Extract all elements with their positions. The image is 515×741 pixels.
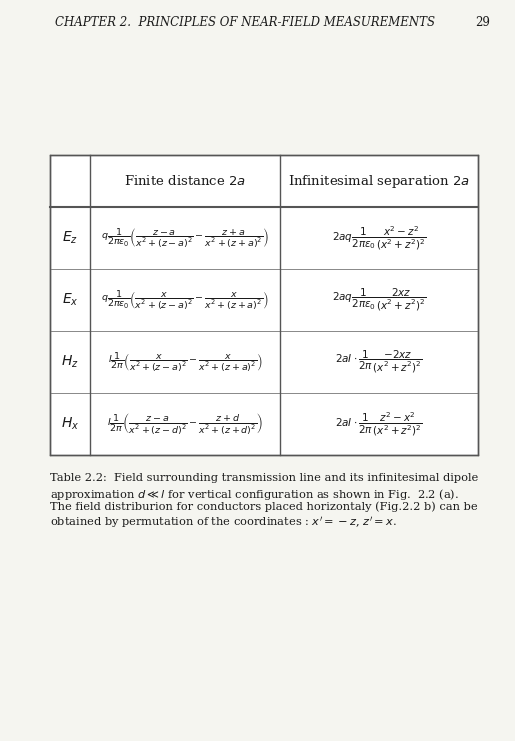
Text: $q\dfrac{1}{2\pi\epsilon_0}\left(\dfrac{x}{x^2+(z-a)^2} - \dfrac{x}{x^2+(z+a)^2}: $q\dfrac{1}{2\pi\epsilon_0}\left(\dfrac{… <box>101 288 269 312</box>
Text: obtained by permutation of the coordinates : $x' = -z$, $z' = x$.: obtained by permutation of the coordinat… <box>50 515 397 530</box>
Text: Table 2.2:  Field surrounding transmission line and its infinitesimal dipole: Table 2.2: Field surrounding transmissio… <box>50 473 478 483</box>
Bar <box>50 155 478 455</box>
Text: Finite distance $2a$: Finite distance $2a$ <box>124 174 246 188</box>
Text: 29: 29 <box>475 16 490 28</box>
Text: $I\dfrac{1}{2\pi}\left(\dfrac{x}{x^2+(z-a)^2} - \dfrac{x}{x^2+(z+a)^2}\right)$: $I\dfrac{1}{2\pi}\left(\dfrac{x}{x^2+(z-… <box>108 350 262 373</box>
Text: $2aq\dfrac{1}{2\pi\epsilon_0}\dfrac{2xz}{(x^2+z^2)^2}$: $2aq\dfrac{1}{2\pi\epsilon_0}\dfrac{2xz}… <box>332 287 426 313</box>
Text: The field distriburion for conductors placed horizontaly (Fig.2.2 b) can be: The field distriburion for conductors pl… <box>50 501 477 511</box>
Text: $2aI \cdot \dfrac{1}{2\pi}\dfrac{-2xz}{(x^2+z^2)^2}$: $2aI \cdot \dfrac{1}{2\pi}\dfrac{-2xz}{(… <box>335 349 423 375</box>
Text: approximation $d \ll l$ for vertical configuration as shown in Fig.  2.2 (a).: approximation $d \ll l$ for vertical con… <box>50 487 459 502</box>
Text: $2aI \cdot \dfrac{1}{2\pi}\dfrac{z^2-x^2}{(x^2+z^2)^2}$: $2aI \cdot \dfrac{1}{2\pi}\dfrac{z^2-x^2… <box>335 410 423 438</box>
Text: $H_x$: $H_x$ <box>61 416 79 432</box>
Text: Infinitesimal separation $2a$: Infinitesimal separation $2a$ <box>288 173 470 190</box>
Text: $q\dfrac{1}{2\pi\epsilon_0}\left(\dfrac{z-a}{x^2+(z-a)^2} - \dfrac{z+a}{x^2+(z+a: $q\dfrac{1}{2\pi\epsilon_0}\left(\dfrac{… <box>101 226 269 250</box>
Text: $I\dfrac{1}{2\pi}\left(\dfrac{z-a}{x^2+(z-d)^2} - \dfrac{z+d}{x^2+(z+d)^2}\right: $I\dfrac{1}{2\pi}\left(\dfrac{z-a}{x^2+(… <box>107 411 263 436</box>
Text: $H_z$: $H_z$ <box>61 353 79 370</box>
Text: CHAPTER 2.  PRINCIPLES OF NEAR-FIELD MEASUREMENTS: CHAPTER 2. PRINCIPLES OF NEAR-FIELD MEAS… <box>55 16 435 28</box>
Text: $E_z$: $E_z$ <box>62 230 78 246</box>
Text: $2aq\dfrac{1}{2\pi\epsilon_0}\dfrac{x^2-z^2}{(x^2+z^2)^2}$: $2aq\dfrac{1}{2\pi\epsilon_0}\dfrac{x^2-… <box>332 224 426 252</box>
Text: $E_x$: $E_x$ <box>62 292 78 308</box>
